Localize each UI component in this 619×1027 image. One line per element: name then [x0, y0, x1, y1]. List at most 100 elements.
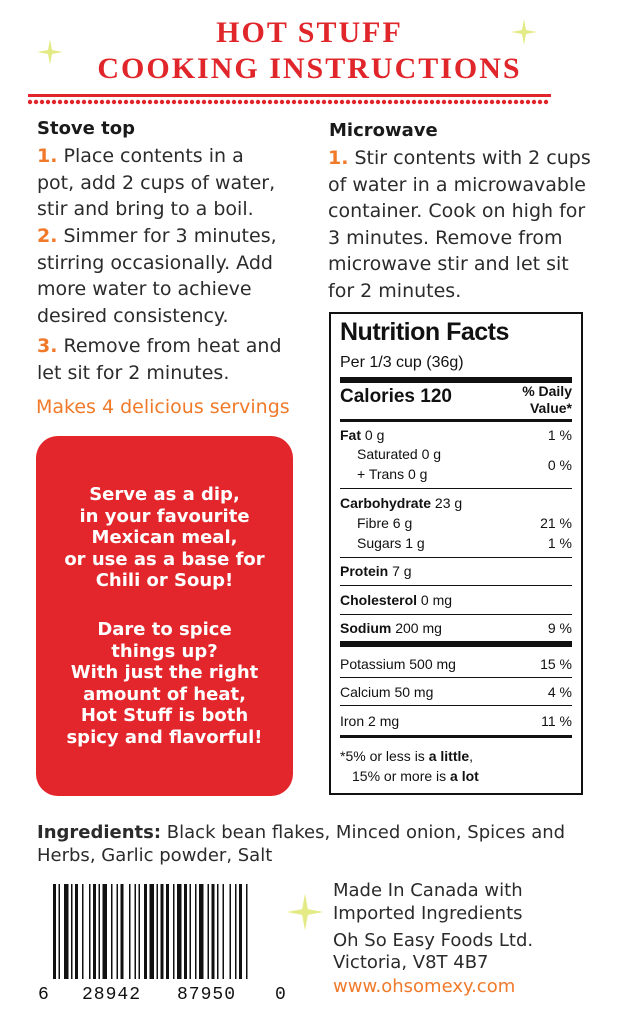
title-line-2: COOKING INSTRUCTIONS [97, 52, 522, 85]
divider-dot [273, 99, 279, 105]
divider-dot [219, 99, 225, 105]
divider-dot [135, 99, 141, 105]
divider-dot [165, 99, 171, 105]
barcode-digit-last: 0 [275, 985, 286, 1005]
row-saturated: Saturated 0 g [357, 446, 572, 462]
divider-dot [81, 99, 87, 105]
row-carbohydrate: Carbohydrate 23 g [340, 495, 572, 511]
footnote-text: *5% or less is [340, 748, 429, 764]
divider-dot [63, 99, 69, 105]
divider-dot [147, 99, 153, 105]
divider-dot [369, 99, 375, 105]
step-number: 3. [37, 335, 58, 357]
promo-line: in your favourite [79, 505, 250, 527]
nutrient-label: Fibre 6 g [357, 515, 413, 531]
promo-line: or use as a base for [64, 548, 265, 570]
website-link[interactable]: www.ohsomexy.com [333, 976, 516, 997]
dv-header-line: Value* [529, 400, 572, 416]
barcode-bar [199, 884, 204, 979]
divider [340, 705, 572, 706]
nutrient-amount: 23 g [434, 495, 463, 511]
divider-dot [153, 99, 159, 105]
barcode-bar [71, 884, 73, 979]
nutrient-label: Potassium 500 mg [340, 656, 456, 672]
made-in-canada: Made In Canada with Imported Ingredients [333, 880, 523, 925]
divider-dot [39, 99, 45, 105]
promo-line: spicy and flavorful! [66, 726, 263, 748]
divider-dot [249, 99, 255, 105]
step-text: 3 minutes. Remove from [328, 226, 563, 249]
divider [340, 585, 572, 586]
divider-dot [453, 99, 459, 105]
divider-dot [51, 99, 57, 105]
nutrient-dv: 9 % [547, 620, 572, 636]
nutrient-label: Sodium [340, 620, 392, 636]
divider-dot [339, 99, 345, 105]
step-text: microwave stir and let sit [328, 253, 569, 275]
divider [340, 677, 572, 678]
nutrient-label: Calcium 50 mg [340, 684, 434, 700]
nutrient-dv: 15 % [540, 656, 572, 672]
promo-line: Mexican meal, [91, 527, 238, 548]
nutrient-label: Iron 2 mg [340, 713, 400, 729]
barcode-bar [211, 884, 215, 979]
step-text: let sit for 2 minutes. [37, 361, 230, 384]
barcode-bar [149, 884, 154, 979]
divider-dot [189, 99, 195, 105]
divider-dot [183, 99, 189, 105]
barcode-bar [189, 884, 191, 979]
divider-dot [351, 99, 357, 105]
barcode-bar [58, 884, 60, 979]
nutrient-amount: 0 mg [420, 592, 453, 608]
divider-dot [327, 99, 333, 105]
step-text: of water in a microwavable [328, 173, 586, 196]
ingredients-label: Ingredients: [37, 822, 162, 843]
divider-dot [207, 99, 213, 105]
divider-dot [483, 99, 489, 105]
divider-dot [399, 99, 405, 105]
row-protein: Protein 7 g [340, 563, 572, 579]
title-line-1: HOT STUFF [216, 16, 403, 49]
nutrient-dv: 0 % [547, 457, 572, 473]
barcode-bar [102, 884, 107, 979]
row-trans: + Trans 0 g [357, 466, 572, 482]
divider-dot [99, 99, 105, 105]
ingredients-text: Black bean flakes, Minced onion, Spices … [37, 822, 566, 866]
divider-dot [363, 99, 369, 105]
divider [340, 488, 572, 489]
divider [340, 641, 572, 647]
divider-dot [285, 99, 291, 105]
barcode-bar [160, 884, 164, 979]
divider-dot [117, 99, 123, 105]
promo-box: Serve as a dip, in your favourite Mexica… [36, 436, 293, 796]
divider-dot [87, 99, 93, 105]
barcode-bar [207, 884, 209, 979]
divider-dot [69, 99, 75, 105]
divider-dot [231, 99, 237, 105]
star-icon [286, 893, 324, 931]
divider-dot [519, 99, 525, 105]
step-text: for 2 minutes. [328, 279, 462, 302]
divider-dot [537, 99, 543, 105]
divider-dot [201, 99, 207, 105]
divider-dot [237, 99, 243, 105]
divider-dot [195, 99, 201, 105]
barcode-bar [64, 884, 69, 979]
star-icon [511, 19, 537, 45]
divider-dot [255, 99, 261, 105]
divider-dot [513, 99, 519, 105]
divider-dot [441, 99, 447, 105]
promo-block-1: Serve as a dip, in your favourite Mexica… [36, 484, 293, 592]
step-text: stirring occasionally. Add [37, 251, 273, 274]
divider-dot [279, 99, 285, 105]
company-name: Oh So Easy Foods Ltd. [333, 930, 534, 951]
divider-dot [28, 99, 33, 105]
row-calcium: Calcium 50 mg 4 % [340, 684, 572, 700]
nutrient-label: + Trans 0 g [357, 466, 428, 482]
divider-dot [261, 99, 267, 105]
barcode-bar [229, 884, 231, 979]
barcode-bar [184, 884, 187, 979]
promo-line: Serve as a dip, [89, 484, 240, 505]
divider [340, 419, 572, 422]
step-number: 1. [37, 145, 58, 167]
